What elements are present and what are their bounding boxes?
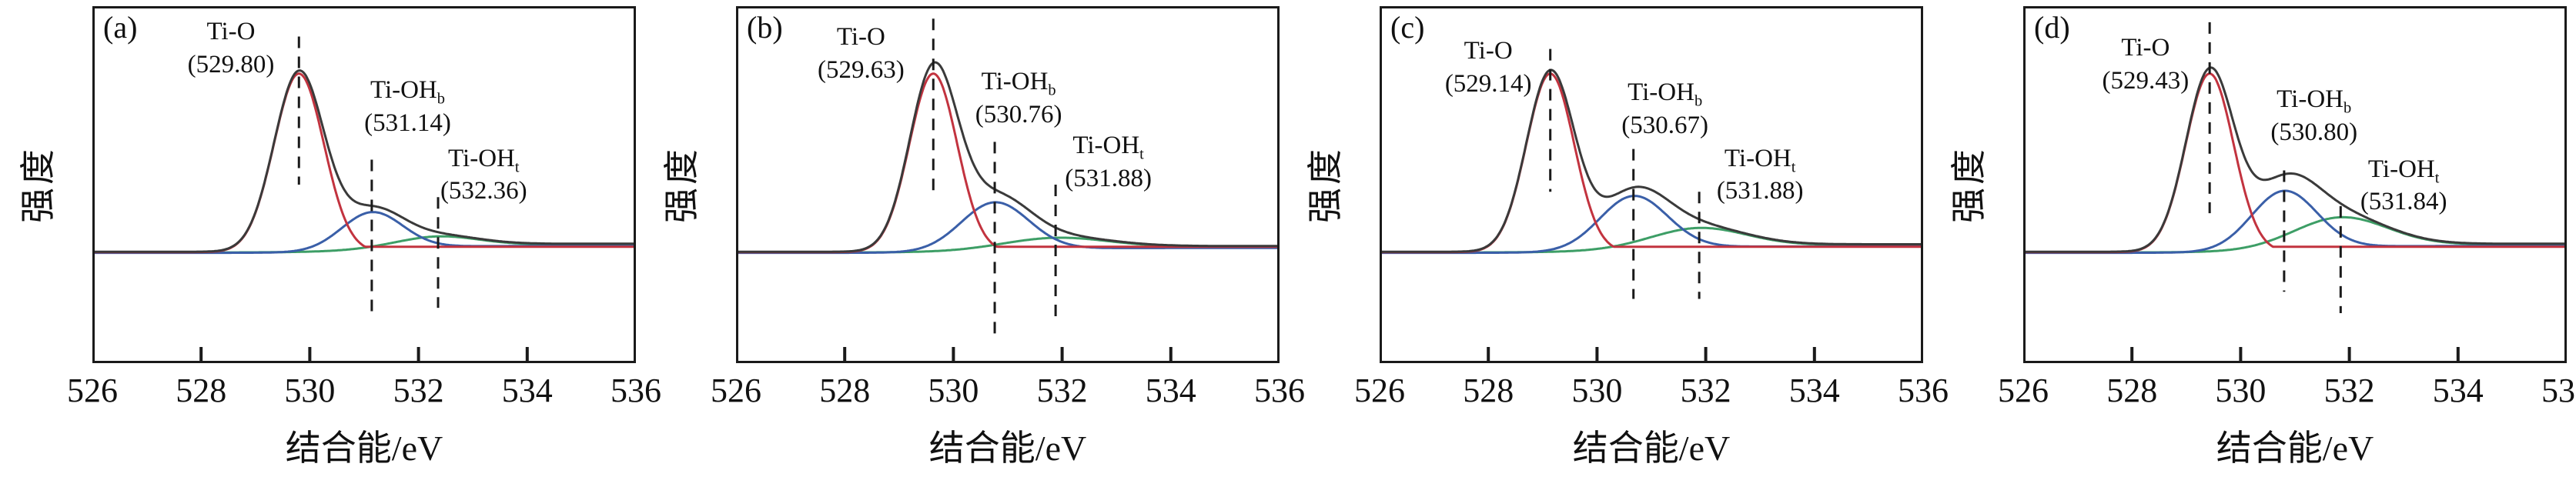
x-tick-label: 530 [928, 372, 979, 409]
peak-annotation-ti_oh_b: Ti-OHb (531.14) [364, 75, 451, 138]
peak-name: Ti-OHt [1724, 144, 1796, 176]
xps-panel-d: 强度 (d) 结合能/eV 526 528 530 532 534 536 Ti-O (5… [1931, 0, 2576, 477]
peak-annotation-ti_oh_b: Ti-OHb (530.67) [1621, 78, 1708, 141]
plot-area [92, 6, 636, 363]
envelope-curve [1380, 68, 1923, 253]
panel-letter: (b) [747, 10, 783, 45]
peak-binding-energy: (530.76) [975, 100, 1062, 128]
peak-binding-energy: (529.14) [1444, 70, 1532, 98]
xps-panel-a: 强度 (a) 结合能/eV 526 528 530 532 534 536 Ti-O (5… [0, 0, 661, 477]
y-axis-label: 强度 [662, 146, 701, 223]
x-tick-label: 528 [176, 372, 227, 409]
x-tick-label: 532 [1680, 372, 1731, 409]
x-tick-label: 534 [1788, 372, 1840, 409]
x-tick-label: 526 [67, 372, 118, 409]
y-axis-label: 强度 [1949, 146, 1989, 223]
plot-frame [2023, 6, 2567, 363]
peak-name: Ti-OHb [2277, 85, 2352, 117]
xps-panel-b: 强度 (b) 结合能/eV 526 528 530 532 534 536 Ti-O (5… [644, 0, 1305, 477]
x-tick-label: 532 [1036, 372, 1088, 409]
peak-binding-energy: (529.63) [818, 55, 905, 84]
y-axis-label: 强度 [18, 146, 58, 223]
envelope-curve [736, 61, 1280, 253]
peak-name: Ti-O [206, 17, 256, 45]
x-tick-label: 530 [2215, 372, 2267, 409]
x-tick-label: 536 [1898, 372, 1949, 409]
peak-annotation-ti_oh_b: Ti-OHb (530.80) [2270, 85, 2357, 148]
plot-area [2023, 6, 2567, 363]
x-tick-label: 530 [1571, 372, 1623, 409]
peak-name: Ti-O [1464, 37, 1513, 65]
x-tick-label: 528 [1463, 372, 1514, 409]
x-tick-label: 534 [2432, 372, 2484, 409]
x-tick-label: 534 [501, 372, 553, 409]
peak-binding-energy: (531.14) [364, 109, 451, 138]
x-tick-label: 528 [819, 372, 871, 409]
peak-binding-energy: (529.43) [2102, 66, 2190, 95]
x-tick-label: 528 [2106, 372, 2158, 409]
x-tick-label: 534 [1145, 372, 1196, 409]
xps-panel-c: 强度 (c) 结合能/eV 526 528 530 532 534 536 Ti-O (5… [1287, 0, 1949, 477]
peak-binding-energy: (531.88) [1065, 165, 1152, 193]
peak-name: Ti-OHt [1072, 132, 1144, 163]
x-tick-label: 526 [1354, 372, 1405, 409]
peak-annotation-ti_o: Ti-O (529.14) [1445, 36, 1532, 99]
ti-oh-t-curve [1380, 226, 1923, 254]
peak-binding-energy: (530.80) [2270, 118, 2358, 146]
peak-binding-energy: (530.67) [1621, 111, 1709, 139]
peak-annotation-ti_oh_b: Ti-OHb (530.76) [975, 67, 1062, 130]
peak-binding-energy: (529.80) [187, 50, 275, 78]
peak-name: Ti-OHb [370, 76, 445, 108]
peak-annotation-ti_o: Ti-O (529.63) [818, 22, 905, 85]
x-tick-label: 536 [1254, 372, 1305, 409]
panel-letter: (d) [2034, 10, 2070, 45]
peak-annotation-ti_oh_t: Ti-OHt (532.36) [440, 144, 527, 207]
peak-name: Ti-OHb [1628, 78, 1703, 110]
peak-annotation-ti_o: Ti-O (529.80) [188, 17, 275, 80]
peak-name: Ti-OHb [981, 67, 1056, 99]
peak-name: Ti-OHt [448, 144, 520, 176]
x-tick-label: 532 [393, 372, 444, 409]
plot-frame [1380, 6, 1923, 363]
plot-area [1380, 6, 1923, 363]
x-axis-label: 结合能/eV [2216, 429, 2374, 468]
x-tick-label: 536 [2541, 372, 2576, 409]
peak-name: Ti-O [836, 22, 885, 51]
x-tick-label: 532 [2323, 372, 2375, 409]
x-tick-label: 526 [1998, 372, 2049, 409]
x-tick-label: 526 [711, 372, 761, 409]
peak-annotation-ti_oh_t: Ti-OHt (531.88) [1717, 144, 1804, 207]
peak-name: Ti-OHt [2367, 155, 2440, 187]
peak-annotation-ti_oh_t: Ti-OHt (531.84) [2360, 155, 2447, 218]
plot-frame [736, 6, 1280, 363]
peak-annotation-ti_o: Ti-O (529.43) [2102, 33, 2189, 96]
peak-name: Ti-O [2121, 33, 2170, 62]
envelope-curve [2023, 66, 2567, 253]
panel-letter: (a) [103, 10, 138, 45]
peak-binding-energy: (531.88) [1716, 177, 1804, 205]
x-axis-label: 结合能/eV [928, 429, 1087, 468]
envelope-curve [92, 69, 636, 253]
peak-binding-energy: (531.84) [2360, 188, 2447, 216]
x-axis-label: 结合能/eV [285, 429, 443, 468]
panel-letter: (c) [1390, 10, 1425, 45]
x-tick-label: 530 [284, 372, 336, 409]
y-axis-label: 强度 [1306, 146, 1345, 223]
plot-frame [92, 6, 636, 363]
peak-binding-energy: (532.36) [440, 177, 527, 205]
x-axis-label: 结合能/eV [1572, 429, 1731, 468]
x-tick-label: 536 [611, 372, 661, 409]
peak-annotation-ti_oh_t: Ti-OHt (531.88) [1065, 131, 1152, 194]
plot-area [736, 6, 1280, 363]
